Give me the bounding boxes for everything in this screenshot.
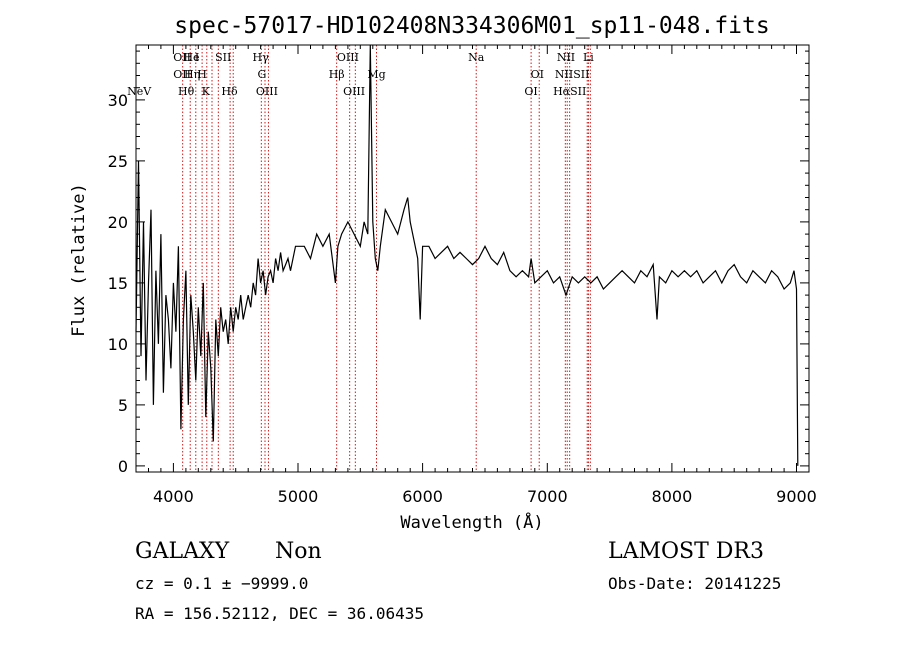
line-label: OII: [173, 68, 191, 81]
spectrum-line: [135, 44, 799, 466]
x-tick-label: 6000: [402, 487, 443, 506]
x-tick-label: 7000: [527, 487, 568, 506]
line-label: G: [258, 68, 267, 81]
line-label: NeV: [127, 85, 152, 98]
line-label: Hδ: [221, 85, 238, 98]
line-label: Hγ: [253, 51, 270, 64]
line-label: Hβ: [329, 68, 345, 81]
line-label: OIII: [343, 85, 365, 98]
observation-date: Obs-Date: 20141225: [608, 574, 782, 593]
x-axis: 4000 5000 6000 7000 8000 9000: [148, 45, 817, 506]
y-tick-label: 15: [108, 274, 128, 293]
line-label: HαSII: [553, 85, 586, 98]
x-tick-label: 5000: [278, 487, 319, 506]
x-tick-label: 4000: [153, 487, 194, 506]
y-tick-label: 30: [108, 91, 128, 110]
y-axis: 0 5 10 15 20 25 30: [108, 50, 809, 476]
line-label: Hθ: [178, 85, 195, 98]
object-subclass: Non: [275, 539, 322, 564]
line-label: Mg: [367, 68, 385, 81]
line-label: NII: [557, 51, 575, 64]
survey-name: LAMOST DR3: [608, 539, 764, 564]
y-tick-label: 0: [118, 457, 128, 476]
x-tick-label: 8000: [652, 487, 693, 506]
y-tick-label: 20: [108, 213, 128, 232]
line-label: H: [197, 68, 207, 81]
x-axis-label: Wavelength (Å): [400, 511, 543, 533]
redshift-value: cz = 0.1 ± −9999.0: [135, 574, 309, 593]
line-label: Na: [468, 51, 485, 64]
line-label: He: [183, 51, 199, 64]
y-tick-label: 5: [118, 396, 128, 415]
line-label: K: [202, 85, 211, 98]
line-label: I: [195, 51, 199, 64]
emission-line-markers: [182, 45, 591, 472]
line-label: OII: [173, 51, 191, 64]
plot-frame: [135, 44, 810, 473]
line-label: OIII: [256, 85, 278, 98]
line-label: NIISII: [555, 68, 590, 81]
line-label: OI: [524, 85, 537, 98]
emission-line-labels: NeV OII OII Hθ He Hη IHK SII Hδ Hγ G OIII OIII Hβ OIII…: [127, 51, 594, 98]
y-tick-label: 25: [108, 152, 128, 171]
line-label: Hη: [184, 68, 200, 81]
coordinates: RA = 156.52112, DEC = 36.06435: [135, 604, 424, 623]
object-class: GALAXY: [135, 539, 230, 564]
line-label: OI: [531, 68, 544, 81]
line-label: Li: [583, 51, 594, 64]
y-tick-label: 10: [108, 335, 128, 354]
y-axis-label: Flux (relative): [69, 183, 89, 337]
chart-title: spec-57017-HD102408N334306M01_sp11-048.f…: [174, 13, 769, 39]
line-label: OIII: [337, 51, 359, 64]
x-tick-label: 9000: [776, 487, 817, 506]
line-label: SII: [215, 51, 231, 64]
